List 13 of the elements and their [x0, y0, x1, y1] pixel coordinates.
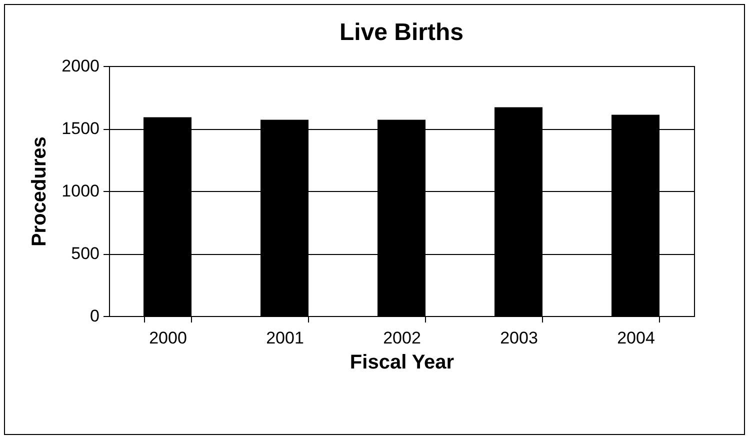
- x-tick-label: 2002: [383, 328, 421, 348]
- chart-title: Live Births: [339, 19, 464, 46]
- y-tick-label: 1000: [62, 182, 100, 200]
- y-tick-label: 500: [71, 244, 100, 263]
- y-tick-label: 2000: [62, 56, 100, 76]
- y-tick-label: 0: [90, 306, 100, 326]
- x-tick-label: 2004: [617, 328, 655, 348]
- x-tick-label: 2001: [266, 328, 304, 348]
- x-tick-label: 2000: [149, 328, 187, 348]
- y-tick-label: 1500: [62, 119, 100, 138]
- y-axis-title: Procedures: [28, 136, 51, 247]
- x-tick-label: 2003: [500, 328, 538, 348]
- x-axis-title: Fiscal Year: [350, 352, 454, 374]
